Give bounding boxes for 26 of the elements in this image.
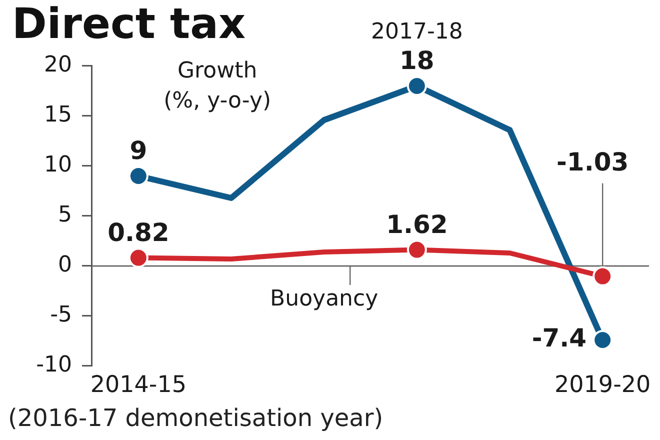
x-tick-label: 2014-15 — [90, 372, 186, 398]
y-tick-label: 10 — [44, 152, 72, 178]
annotation: 2017-18 — [370, 20, 463, 45]
data-label: 9 — [130, 136, 148, 165]
text: (2016-17 demonetisation year) — [8, 403, 384, 433]
data-label: 0.82 — [108, 218, 170, 247]
data-label: -1.03 — [556, 147, 629, 176]
y-tick-label: 20 — [44, 52, 72, 78]
data-label: 18 — [400, 46, 434, 75]
point — [128, 248, 148, 268]
chart-title: Direct tax — [12, 0, 246, 48]
series-label: Buoyancy — [270, 286, 378, 312]
x-tick-label: 2019-20 — [554, 372, 651, 398]
point — [592, 330, 613, 350]
series-label: Growth (%, y-o-y) — [164, 58, 272, 114]
point — [406, 240, 427, 260]
point — [406, 76, 427, 96]
y-tick-label: -10 — [36, 352, 72, 378]
y-tick-label: 15 — [44, 102, 72, 128]
y-tick-label: 5 — [58, 202, 72, 228]
y-tick-label: -5 — [50, 302, 72, 328]
y-tick-label: 0 — [58, 252, 72, 278]
data-label: -7.4 — [532, 324, 587, 352]
point — [128, 166, 148, 186]
point — [592, 266, 613, 286]
data-label: 1.62 — [386, 210, 448, 239]
